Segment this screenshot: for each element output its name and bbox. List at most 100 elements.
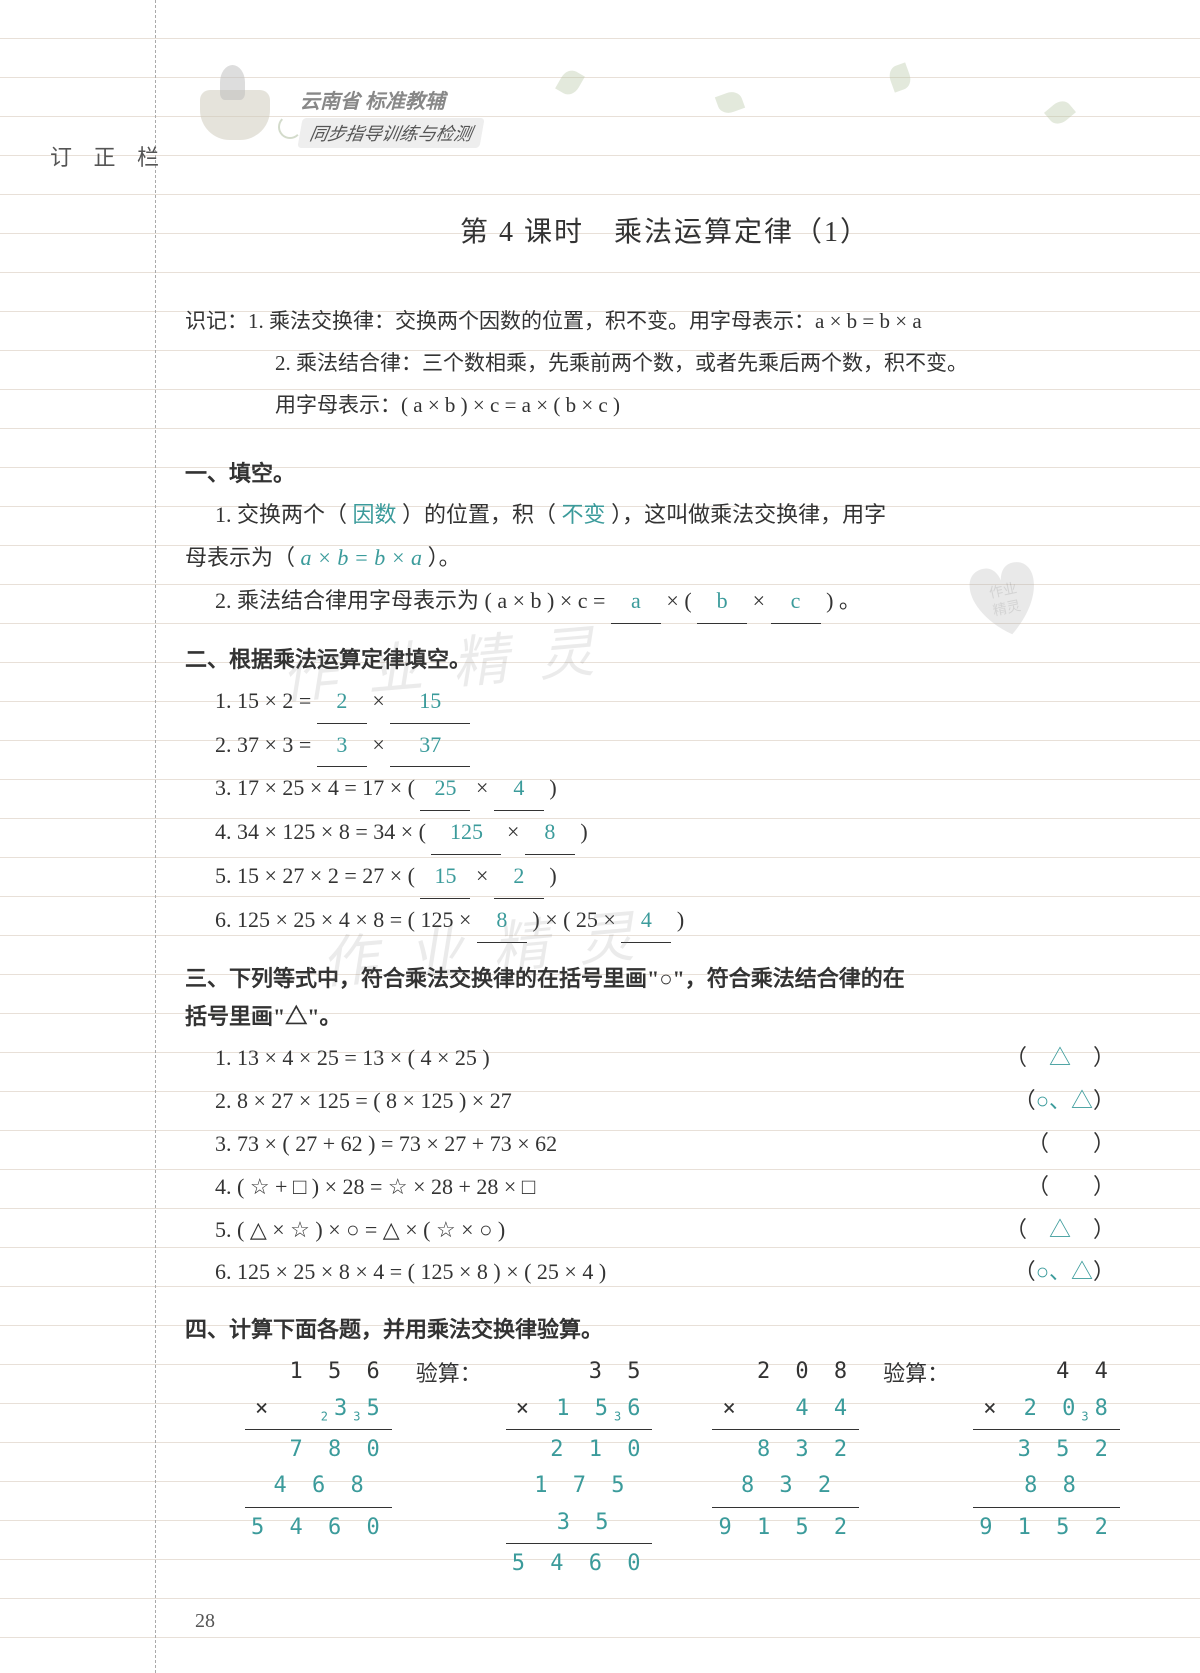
memo-label: 识记： xyxy=(185,309,248,333)
calc-group-1: 1 5 6 × 2335 7 8 0 4 6 8 5 4 6 0 验算： 3 5… xyxy=(245,1354,652,1582)
answer: 不变 xyxy=(562,502,606,527)
text: 3. 73 × ( 27 + 62 ) = 73 × 27 + 73 × 62 xyxy=(215,1123,557,1166)
calc-top: 3 5 xyxy=(506,1354,653,1390)
answer: 2 xyxy=(494,855,544,899)
s3-q6: 6. 125 × 25 × 8 × 4 = ( 125 × 8 ) × ( 25… xyxy=(185,1251,1145,1294)
answer: △ xyxy=(1049,1217,1071,1242)
text: 1. 13 × 4 × 25 = 13 × ( 4 × 25 ) xyxy=(215,1037,490,1080)
header-decoration: 云南省 标准教辅 同步指导训练与检测 xyxy=(200,60,1100,150)
partial: 3 5 xyxy=(506,1505,653,1541)
paren: （ ） xyxy=(1027,1123,1115,1166)
text: 5. 15 × 27 × 2 = 27 × ( xyxy=(215,863,420,888)
text: × xyxy=(367,688,390,713)
s3-q1: 1. 13 × 4 × 25 = 13 × ( 4 × 25 ) （ △ ） xyxy=(185,1037,1145,1080)
carry: 2 xyxy=(321,1409,334,1423)
calc-group-2: 2 0 8 × 4 4 8 3 2 8 3 2 9 1 5 2 验算： 4 4 … xyxy=(712,1354,1119,1582)
section3-head-a: 三、下列等式中，符合乘法交换律的在括号里画"○"，符合乘法结合律的在 xyxy=(185,961,1145,993)
calc-row: 1 5 6 × 2335 7 8 0 4 6 8 5 4 6 0 验算： 3 5… xyxy=(185,1354,1145,1582)
answer: 37 xyxy=(390,724,470,768)
text: ）。 xyxy=(428,545,461,570)
answer: 2 xyxy=(317,680,367,724)
text: × xyxy=(753,588,771,613)
brand-subtitle: 同步指导训练与检测 xyxy=(297,118,484,148)
vine-icon xyxy=(278,115,302,139)
calc-1: 1 5 6 × 2335 7 8 0 4 6 8 5 4 6 0 xyxy=(245,1354,392,1545)
brand-box: 云南省 标准教辅 同步指导训练与检测 xyxy=(300,85,482,148)
answer: 4 xyxy=(494,767,544,811)
section4-head: 四、计算下面各题，并用乘法交换律验算。 xyxy=(185,1312,1145,1344)
check-label: 验算： xyxy=(416,1354,482,1388)
memo-item2a: 2. 乘法结合律：三个数相乘，先乘前两个数，或者先乘后两个数，积不变。 xyxy=(185,342,1145,384)
answer: 15 xyxy=(420,855,470,899)
text: 母表示为（ xyxy=(185,545,295,570)
result: 5 4 6 0 xyxy=(245,1510,392,1546)
answer: 因数 xyxy=(353,502,397,527)
text: ) xyxy=(671,907,684,932)
calc-1-check: 3 5 ×1 536 2 1 0 1 7 5 3 5 5 4 6 0 xyxy=(506,1354,653,1582)
s2-q6: 6. 125 × 25 × 4 × 8 = ( 125 × 8 ) × ( 25… xyxy=(185,899,1145,943)
carry: 3 xyxy=(614,1409,627,1423)
answer: 25 xyxy=(420,767,470,811)
text: 2. 8 × 27 × 125 = ( 8 × 125 ) × 27 xyxy=(215,1080,512,1123)
text: ) xyxy=(544,775,557,800)
paren: （○、△） xyxy=(1014,1251,1115,1294)
s3-q4: 4. ( ☆ + □ ) × 28 = ☆ × 28 + 28 × □ （ ） xyxy=(185,1166,1145,1209)
child-illustration xyxy=(220,65,245,100)
s2-q2: 2. 37 × 3 = 3 × 37 xyxy=(185,724,1145,768)
calc-top: 2 0 8 xyxy=(712,1354,859,1390)
text: ）的位置，积（ xyxy=(402,502,556,527)
partial: 8 8 xyxy=(973,1468,1120,1504)
partial: 8 3 2 xyxy=(712,1432,859,1468)
calc-mult: ×2 038 xyxy=(973,1391,1120,1427)
answer: 8 xyxy=(525,811,575,855)
page-number: 28 xyxy=(195,1610,215,1633)
multiplier: 4 4 xyxy=(795,1396,853,1421)
lesson-title: 第 4 课时 乘法运算定律（1） xyxy=(185,210,1145,250)
partial: 1 7 5 xyxy=(506,1468,653,1504)
partial: 8 3 2 xyxy=(712,1468,859,1504)
text: 6. 125 × 25 × 8 × 4 = ( 125 × 8 ) × ( 25… xyxy=(215,1251,606,1294)
text: × xyxy=(470,863,493,888)
s3-q3: 3. 73 × ( 27 + 62 ) = 73 × 27 + 73 × 62 （… xyxy=(185,1123,1145,1166)
calc-2-check: 4 4 ×2 038 3 5 2 8 8 9 1 5 2 xyxy=(973,1354,1120,1545)
answer: ○、△ xyxy=(1036,1088,1093,1113)
content-area: 第 4 课时 乘法运算定律（1） 识记：1. 乘法交换律：交换两个因数的位置，积… xyxy=(185,210,1145,1582)
answer: b xyxy=(697,580,747,624)
partial: 7 8 0 xyxy=(245,1432,392,1468)
s1-q1: 1. 交换两个（ 因数 ）的位置，积（ 不变 ），这叫做乘法交换律，用字 xyxy=(185,494,1145,537)
margin-dashed-line xyxy=(155,0,156,1673)
text: × ( xyxy=(666,588,697,613)
brand-title: 云南省 标准教辅 xyxy=(300,85,482,114)
text: ) xyxy=(575,819,588,844)
text: 1. 15 × 2 = xyxy=(215,688,317,713)
paren: （ △ ） xyxy=(1005,1209,1115,1252)
result: 9 1 5 2 xyxy=(973,1510,1120,1546)
leaf-icon xyxy=(555,67,585,99)
partial: 2 1 0 xyxy=(506,1432,653,1468)
answer: △ xyxy=(1049,1045,1071,1070)
text: 4. ( ☆ + □ ) × 28 = ☆ × 28 + 28 × □ xyxy=(215,1166,535,1209)
s2-q1: 1. 15 × 2 = 2 × 15 xyxy=(185,680,1145,724)
leaf-icon xyxy=(1044,97,1076,128)
memo-item2b: 用字母表示：( a × b ) × c = a × ( b × c ) xyxy=(185,384,1145,426)
text: 2. 乘法结合律用字母表示为 ( a × b ) × c = xyxy=(215,588,611,613)
text: 4. 34 × 125 × 8 = 34 × ( xyxy=(215,819,431,844)
text: ），这叫做乘法交换律，用字 xyxy=(611,502,886,527)
answer: 8 xyxy=(477,899,527,943)
memo-item1: 1. 乘法交换律：交换两个因数的位置，积不变。用字母表示：a × b = b ×… xyxy=(248,309,922,333)
answer: c xyxy=(771,580,821,624)
carry: 3 xyxy=(353,1409,366,1423)
calc-2: 2 0 8 × 4 4 8 3 2 8 3 2 9 1 5 2 xyxy=(712,1354,859,1545)
calc-top: 1 5 6 xyxy=(245,1354,392,1390)
s3-q2: 2. 8 × 27 × 125 = ( 8 × 125 ) × 27（○、△） xyxy=(185,1080,1145,1123)
paren: （ △ ） xyxy=(1005,1037,1115,1080)
answer: 4 xyxy=(621,899,671,943)
section1-head: 一、填空。 xyxy=(185,456,1145,488)
correction-column-label: 订 正 栏 xyxy=(50,140,167,172)
answer: 3 xyxy=(317,724,367,768)
result: 5 4 6 0 xyxy=(506,1546,653,1582)
calc-top: 4 4 xyxy=(973,1354,1120,1390)
answer: 125 xyxy=(431,811,501,855)
text: 6. 125 × 25 × 4 × 8 = ( 125 × xyxy=(215,907,477,932)
paren: （ ） xyxy=(1027,1166,1115,1209)
